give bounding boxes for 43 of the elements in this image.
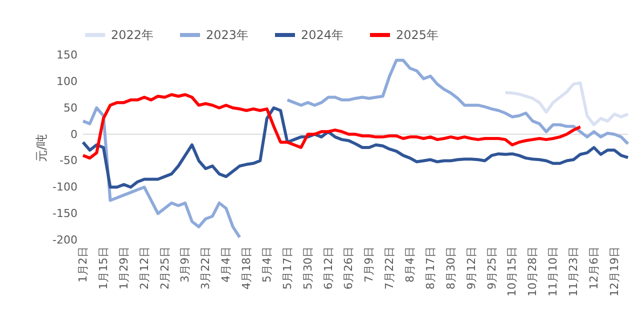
- x-tick-label: 10月28日: [526, 246, 540, 296]
- x-tick-label: 8月4日: [404, 246, 416, 282]
- x-tick-label: 8月17日: [424, 246, 437, 290]
- y-tick-label: 100: [56, 74, 78, 88]
- x-tick-label: 3月22日: [199, 246, 212, 290]
- y-tick-label: 0: [70, 128, 78, 141]
- y-tick-label: 150: [56, 48, 78, 62]
- x-tick-label: 6月12日: [322, 246, 335, 290]
- legend-label: 2023年: [206, 28, 249, 42]
- y-tick-label: 50: [64, 101, 78, 114]
- x-tick-label: 5月4日: [260, 246, 274, 282]
- x-tick-label: 1月2日: [76, 246, 90, 282]
- x-tick-label: 12月19日: [608, 246, 621, 296]
- x-tick-label: 11月23日: [567, 246, 580, 296]
- line-series: [504, 82, 630, 126]
- y-tick-label: -50: [60, 154, 78, 168]
- x-tick-label: 7月22日: [383, 246, 396, 290]
- line-series: [82, 93, 582, 160]
- x-tick-label: 9月25日: [485, 246, 498, 290]
- x-tick-label: 11月10日: [546, 246, 560, 296]
- y-tick-label: -100: [52, 180, 78, 194]
- y-tick-label: -200: [52, 234, 78, 246]
- y-tick-label: -150: [52, 207, 78, 220]
- x-tick-label: 8月30日: [444, 246, 458, 290]
- x-tick-label: 9月12日: [464, 246, 478, 290]
- x-tick-label: 12月6日: [587, 246, 600, 290]
- x-tick-label: 6月26日: [342, 246, 356, 290]
- legend-label: 2024年: [301, 28, 344, 42]
- x-tick-label: 1月15日: [96, 246, 110, 290]
- x-tick-label: 1月29日: [117, 246, 130, 290]
- x-tick-label: 5月17日: [280, 246, 294, 290]
- x-tick-label: 2月12日: [138, 246, 151, 290]
- x-tick-label: 2月25日: [158, 246, 172, 290]
- line-series: [82, 106, 630, 189]
- x-tick-label: 3月9日: [178, 246, 192, 282]
- legend-label: 2022年: [111, 28, 154, 42]
- x-tick-label: 4月4日: [220, 246, 233, 282]
- x-tick-label: 7月9日: [362, 246, 376, 282]
- x-tick-label: 4月18日: [240, 246, 253, 290]
- legend-label: 2025年: [396, 28, 439, 42]
- x-tick-label: 10月15日: [506, 246, 519, 296]
- x-tick-label: 5月30日: [301, 246, 314, 290]
- y-axis-title: 元/吨: [34, 134, 49, 162]
